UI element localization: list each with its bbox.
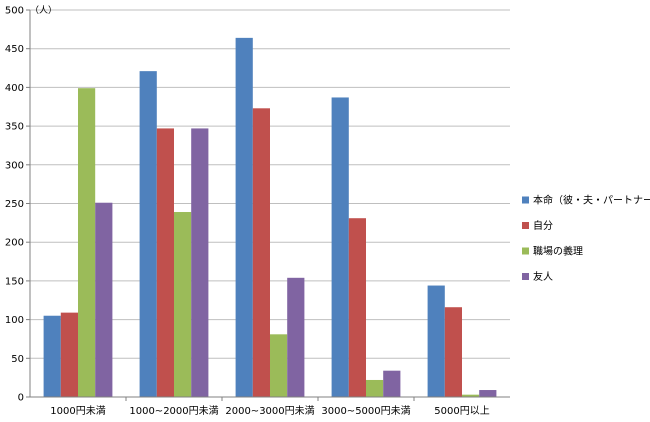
bar [78, 88, 96, 397]
x-category-label: 1000~2000円未満 [129, 405, 218, 417]
bar [427, 285, 445, 397]
legend-swatch [522, 273, 529, 280]
legend-label: 職場の義理 [533, 245, 583, 258]
legend-swatch [522, 222, 529, 229]
y-tick-label: 200 [5, 238, 24, 249]
y-tick-label: 150 [5, 276, 24, 287]
bar [348, 218, 366, 397]
bar [191, 128, 209, 397]
y-tick-label: 250 [5, 199, 24, 210]
legend-label: 本命（彼・夫・パートナー） [533, 194, 650, 207]
x-axis-category-labels: 1000円未満 1000~2000円未満 2000~3000円未満 3000~5000… [50, 397, 490, 417]
bar [331, 97, 349, 397]
y-axis-ticks: 0 50 100 150 200 250 300 350 400 450 500 [5, 6, 30, 404]
x-category-label: 3000~5000円未満 [321, 405, 410, 417]
y-axis-unit-label: （人） [30, 5, 57, 16]
y-tick-label: 400 [5, 83, 24, 94]
x-category-label: 1000円未満 [50, 405, 105, 417]
y-tick-label: 100 [5, 315, 24, 326]
legend-label: 友人 [533, 270, 553, 283]
x-category-label: 2000~3000円未満 [225, 405, 314, 417]
bar [156, 128, 174, 397]
y-tick-label: 0 [18, 393, 24, 404]
bar [366, 379, 384, 397]
y-tick-label: 300 [5, 160, 24, 171]
bar [444, 307, 462, 397]
bar [479, 390, 497, 397]
legend-swatch [522, 196, 529, 204]
y-tick-label: 500 [5, 6, 24, 17]
y-tick-label: 50 [11, 354, 24, 365]
bar [252, 108, 270, 397]
bars [43, 37, 497, 398]
legend-label: 自分 [533, 219, 553, 232]
bar [383, 370, 401, 397]
legend-swatch [522, 247, 529, 255]
y-tick-label: 450 [5, 44, 24, 55]
y-tick-label: 350 [5, 122, 24, 133]
bar [235, 37, 253, 397]
bar [95, 202, 113, 397]
bar [287, 277, 305, 397]
x-category-label: 5000円以上 [434, 405, 489, 417]
bar [60, 312, 78, 397]
bar [270, 334, 288, 397]
bar [43, 315, 61, 397]
bar [462, 394, 480, 397]
bar [174, 212, 192, 397]
bar [139, 71, 157, 398]
